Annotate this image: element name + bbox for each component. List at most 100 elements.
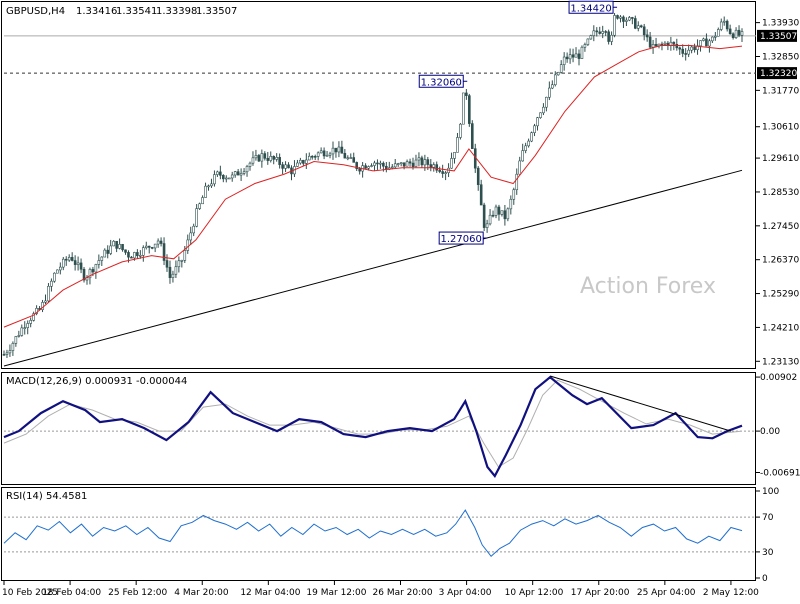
candle-body [343,152,347,159]
moving-average-line [3,45,743,328]
candle-body [438,169,441,172]
candle-body [112,240,115,247]
candle-body [245,166,249,173]
candle-body [604,31,607,33]
candle-body [59,266,62,271]
candle-body [47,285,50,302]
candle-body [613,15,616,36]
candle-body [186,239,190,251]
candle-body [598,31,602,34]
candle-body [70,257,74,261]
candle-body [645,34,649,38]
candle-body [373,162,376,166]
candle-body [687,49,690,55]
candle-body [248,162,252,167]
candle-body [331,147,335,155]
candle-body [284,164,287,169]
candle-body [693,46,696,51]
candle-body [50,280,53,287]
x-axis-label: 3 Apr 04:00 [439,588,492,598]
candle-body [648,36,652,48]
price-axis-label: 1.30610 [762,123,799,133]
candle-body [488,214,492,225]
candle-body [174,266,178,275]
candle-body [423,159,427,166]
candle-body [500,210,504,215]
candle-body [358,168,361,172]
candle-body [586,38,590,45]
candle-body [44,300,47,303]
high-value: 1.33541 [116,6,157,17]
candle-body [2,354,6,356]
candle-body [106,249,110,254]
candle-body [539,112,542,118]
macd-panel-frame [1,372,756,485]
candle-body [420,157,424,166]
candle-body [210,183,213,187]
candle-body [319,150,323,154]
candle-body [322,150,326,157]
candle-body [139,255,142,257]
candle-body [124,249,127,253]
x-axis-label: 4 Mar 20:00 [174,588,229,598]
candle-body [616,15,619,19]
candle-body [213,174,216,185]
candle-body [142,247,145,256]
candle-body [515,173,519,191]
candle-body [346,157,350,160]
candle-body [385,165,388,170]
candle-body [542,106,545,114]
candle-body [367,166,370,169]
candle-body [64,258,68,261]
price-axis-label: 1.24210 [762,323,799,333]
candle-body [714,35,717,38]
candle-body [233,171,237,176]
candle-body [91,269,95,273]
candle-body [577,53,581,59]
candle-body [634,18,637,29]
candle-body [678,47,682,50]
candle-body [485,223,489,228]
candle-body [189,232,193,241]
candle-body [26,323,30,328]
candle-body [302,159,305,164]
candle-body [287,164,290,169]
candle-body [482,204,486,228]
candle-body [35,308,38,314]
candle-body [476,167,480,185]
candle-body [11,343,15,351]
candle-body [672,41,676,45]
rsi-axis-label: 0 [762,574,768,584]
candle-body [465,92,468,96]
candle-body [263,153,267,159]
candle-body [601,31,604,34]
candle-body [100,256,104,261]
candle-body [183,250,187,261]
candle-body [379,162,382,165]
candle-body [204,185,207,198]
candle-body [14,336,18,344]
macd-axis-label: 0.00902 [760,373,797,383]
candle-body [702,38,705,41]
candle-body [509,198,513,210]
candle-body [109,245,112,254]
candle-body [118,244,121,249]
candle-body [497,206,501,215]
axes-layer: 1.33930 1.32850 1.31770 1.30610 1.29610 1.285… [2,19,800,598]
candle-body [207,185,210,188]
candle-body [340,146,344,154]
candle-body [281,164,284,169]
candle-body [432,164,436,168]
candle-body [524,145,527,151]
watermark: Action Forex [580,274,716,299]
price-axis-label: 1.29610 [762,154,799,164]
candle-body [216,171,219,175]
candle-body [23,327,27,329]
candle-body [716,29,720,37]
macd-plot [3,375,756,478]
close-value: 1.33507 [196,6,237,17]
candle-body [628,17,631,21]
candle-body [399,162,403,165]
candle-body [201,197,204,205]
